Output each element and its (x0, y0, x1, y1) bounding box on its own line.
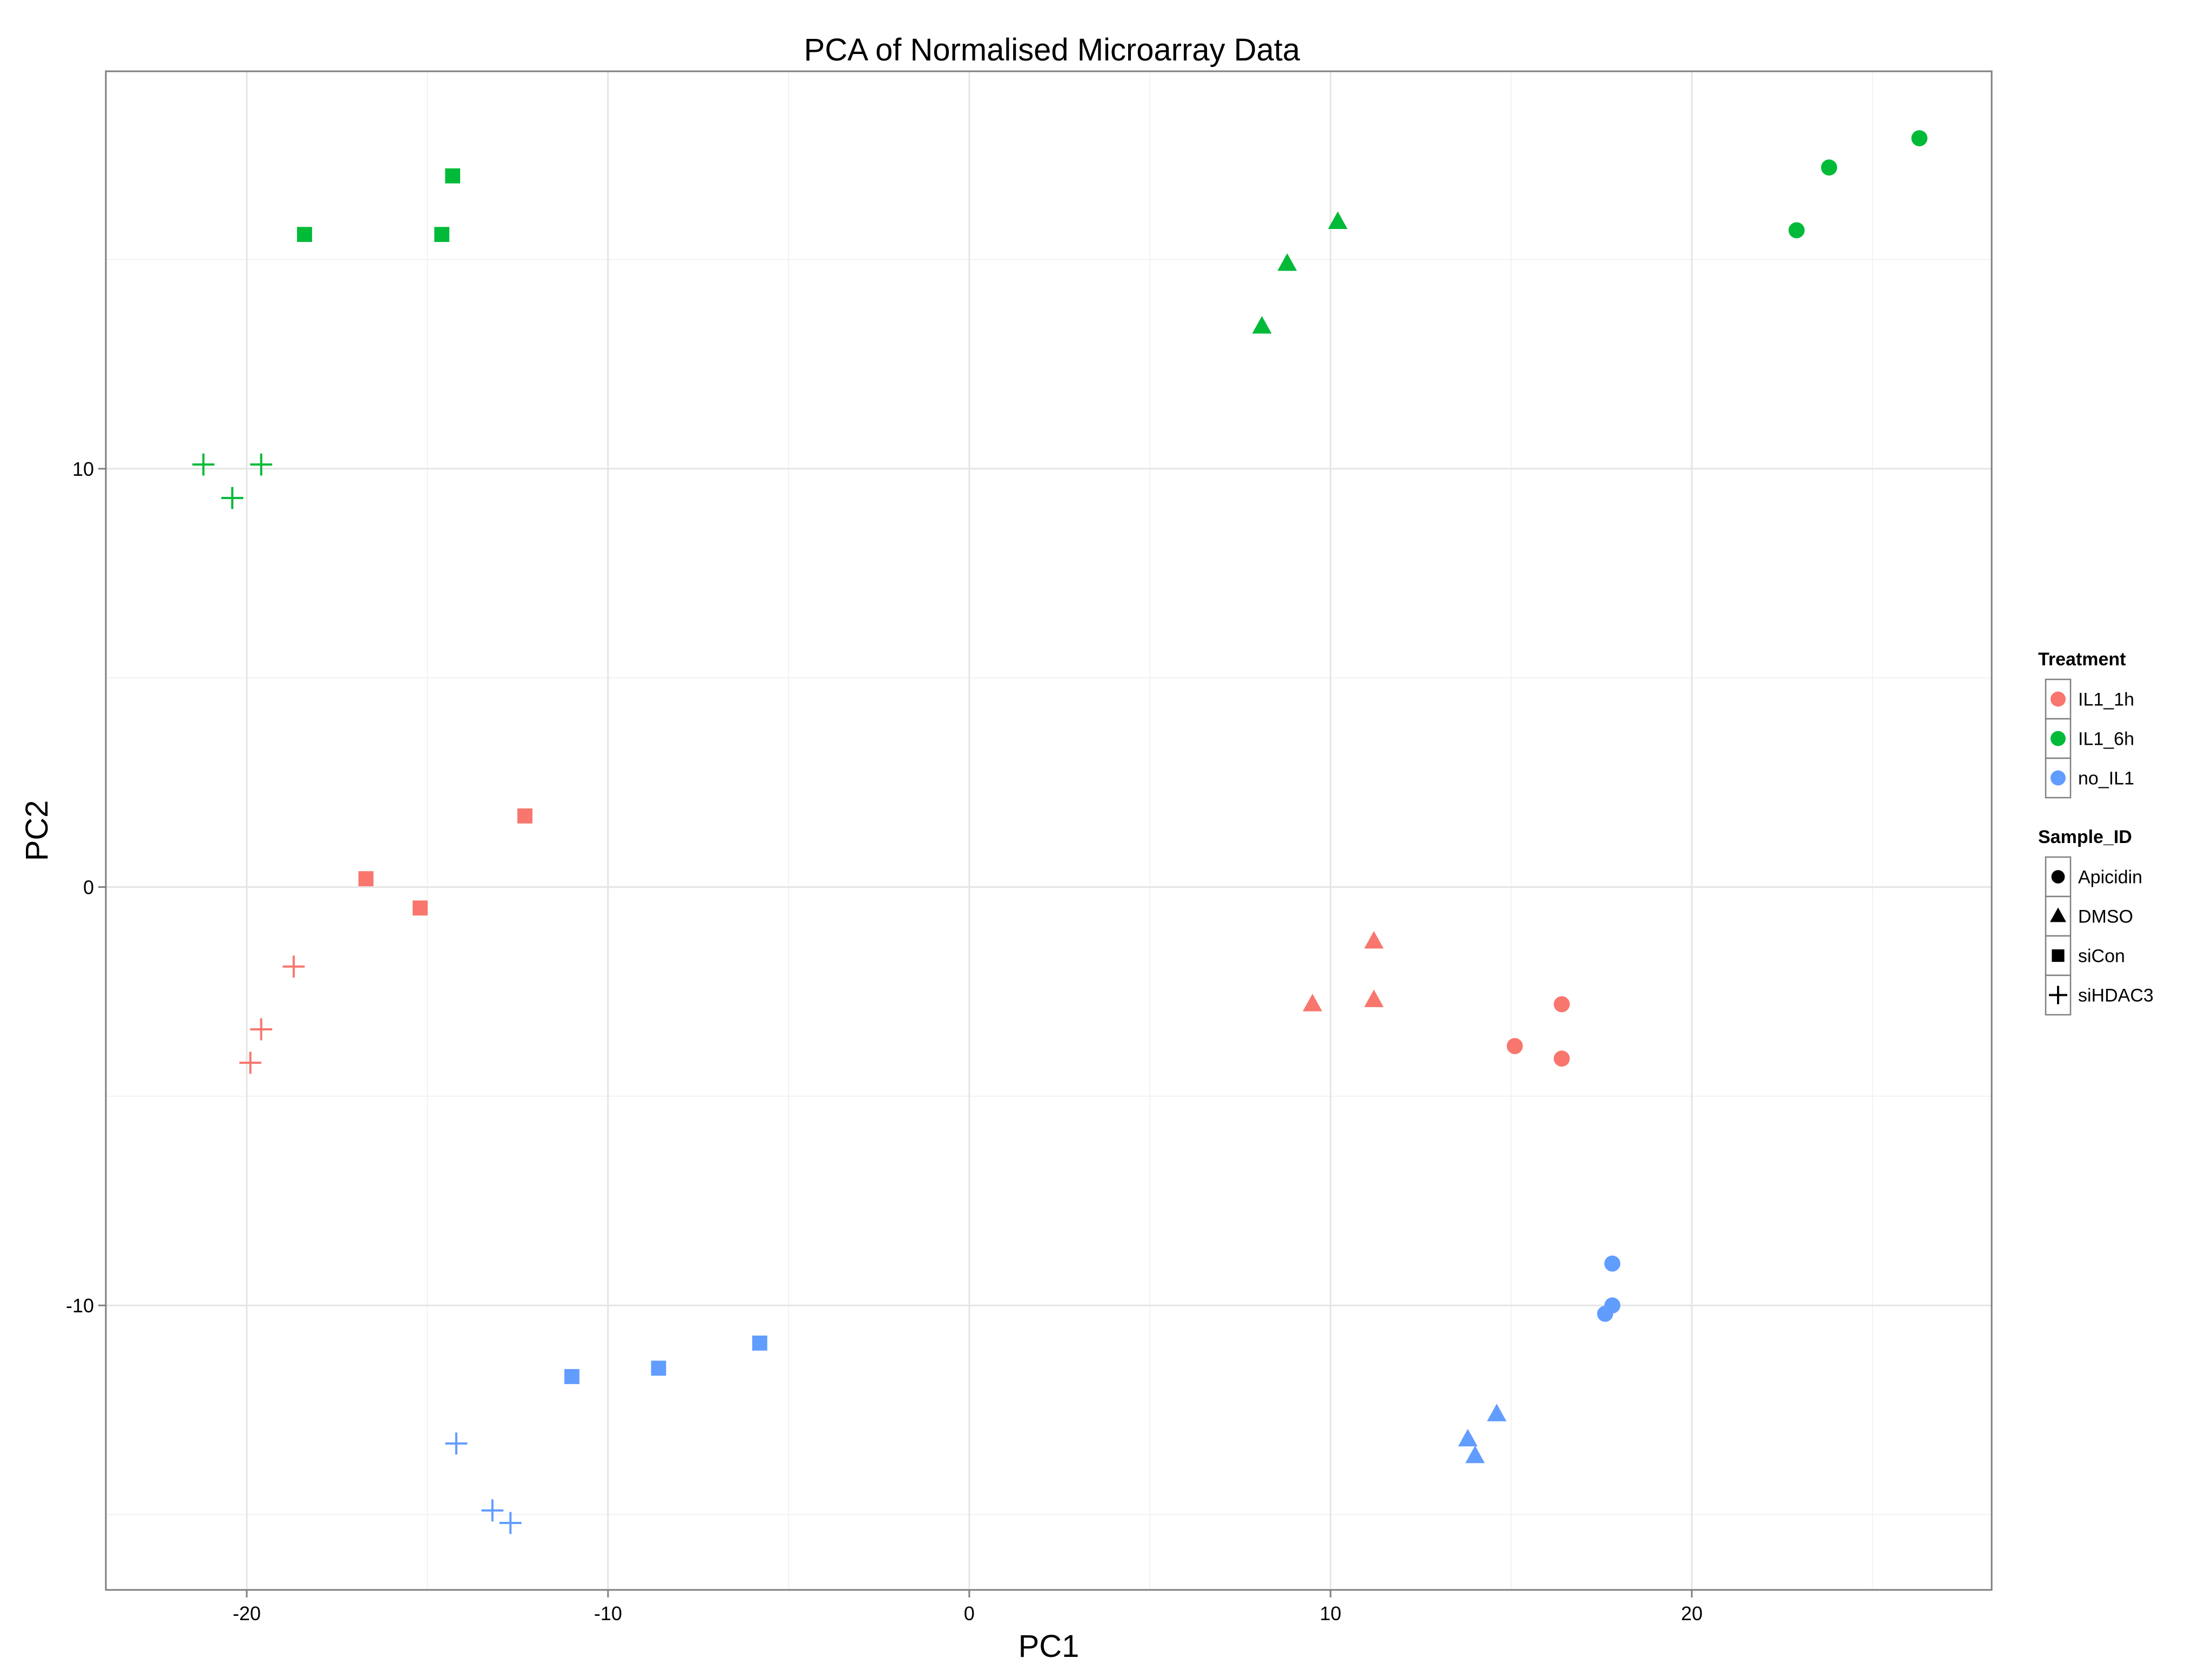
data-point-il1-1h-sicon (517, 808, 532, 824)
axis-ticks: -20 -10 0 10 20 -10 0 10 (66, 458, 1703, 1624)
data-point-il1-6h-apicidin (1788, 222, 1805, 239)
x-tick-label: 20 (1681, 1602, 1703, 1624)
legend-key-circle (2051, 691, 2066, 707)
data-point-il1-6h-dmso (1252, 316, 1272, 334)
legend-label-no-il1: no_IL1 (2078, 768, 2134, 789)
data-point-no-il1-sicon (752, 1336, 767, 1351)
data-point-no-il1-sicon (651, 1360, 666, 1376)
data-point-no-il1-sihdac3 (481, 1499, 504, 1522)
legend-label-apicidin: Apicidin (2078, 867, 2142, 888)
data-point-il1-6h-dmso (1277, 253, 1297, 271)
data-point-il1-1h-sicon (413, 900, 428, 916)
legend-title-sample-id: Sample_ID (2038, 827, 2132, 847)
data-point-il1-6h-dmso (1328, 211, 1348, 229)
data-point-il1-1h-sihdac3 (282, 955, 305, 978)
legend-label-sihdac3: siHDAC3 (2078, 986, 2154, 1006)
legend-title-treatment: Treatment (2038, 649, 2126, 670)
x-tick-label: 10 (1320, 1602, 1341, 1624)
data-point-il1-6h-apicidin (1821, 159, 1837, 176)
data-point-il1-6h-sicon (297, 227, 312, 242)
legend-label-dmso: DMSO (2078, 907, 2133, 927)
legend-key-circle (2051, 870, 2065, 884)
legend-key-triangle (2050, 907, 2066, 922)
y-axis-label: PC2 (19, 800, 55, 861)
legend-key-plus (2049, 986, 2067, 1004)
data-point-il1-6h-sihdac3 (221, 487, 244, 509)
data-point-il1-6h-sihdac3 (192, 453, 215, 476)
data-point-no-il1-dmso (1487, 1404, 1507, 1421)
grid-lines (106, 71, 1992, 1590)
data-point-no-il1-sihdac3 (499, 1512, 522, 1534)
legend-label-il1-1h: IL1_1h (2078, 690, 2134, 710)
data-point-il1-1h-apicidin (1554, 996, 1570, 1013)
data-point-no-il1-apicidin (1597, 1305, 1614, 1322)
y-tick-label: -10 (66, 1295, 94, 1317)
data-point-no-il1-sihdac3 (445, 1432, 468, 1455)
data-point-no-il1-sicon (564, 1369, 579, 1384)
chart-title: PCA of Normalised Microarray Data (804, 32, 1300, 68)
data-point-il1-6h-sihdac3 (250, 453, 273, 476)
legend: Treatment IL1_1h IL1_6h no_IL1 Sample_ID Apic… (2038, 649, 2154, 1016)
data-point-il1-1h-dmso (1364, 931, 1384, 949)
data-point-il1-1h-dmso (1303, 994, 1323, 1012)
y-tick-label: 10 (72, 458, 94, 480)
data-point-il1-6h-sicon (445, 168, 461, 184)
data-point-il1-1h-apicidin (1554, 1050, 1570, 1067)
data-point-no-il1-apicidin (1604, 1255, 1621, 1272)
data-point-il1-1h-sihdac3 (239, 1051, 261, 1074)
plot-panel-border (105, 70, 1993, 1591)
data-point-il1-1h-apicidin (1507, 1038, 1523, 1054)
x-tick-label: 0 (964, 1602, 975, 1624)
legend-key-square (2052, 949, 2065, 962)
data-point-no-il1-dmso (1465, 1445, 1485, 1464)
data-point-il1-6h-sicon (434, 227, 450, 242)
data-point-il1-1h-dmso (1364, 989, 1384, 1007)
data-point-il1-6h-apicidin (1911, 130, 1928, 146)
x-tick-label: -10 (594, 1602, 622, 1624)
y-tick-label: 0 (83, 877, 94, 899)
legend-label-sicon: siCon (2078, 946, 2125, 967)
x-tick-label: -20 (233, 1602, 261, 1624)
legend-key-circle (2051, 731, 2066, 746)
data-point-no-il1-dmso (1458, 1428, 1478, 1447)
data-point-il1-1h-sicon (358, 871, 374, 887)
legend-key-circle (2051, 770, 2066, 786)
legend-label-il1-6h: IL1_6h (2078, 729, 2134, 750)
x-axis-label: PC1 (1019, 1629, 1080, 1664)
data-point-il1-1h-sihdac3 (250, 1018, 273, 1041)
data-points (192, 130, 1928, 1534)
